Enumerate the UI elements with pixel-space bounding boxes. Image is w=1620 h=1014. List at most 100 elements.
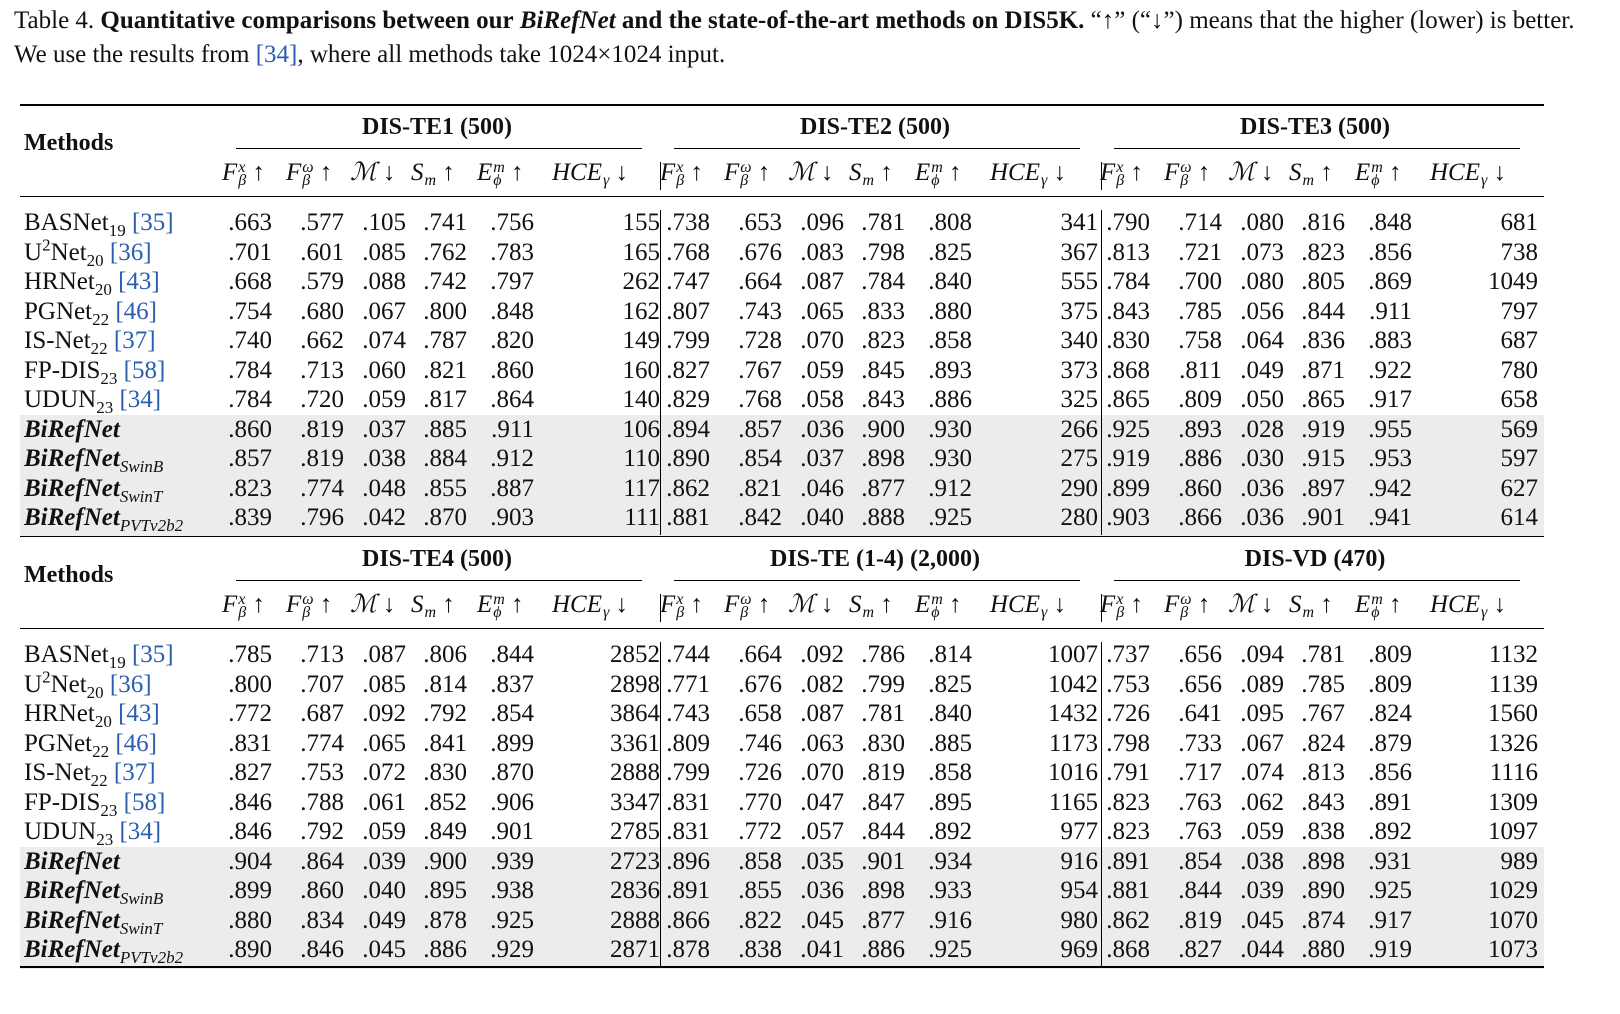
table-cell: .819 [300, 445, 344, 472]
table-cell: .855 [423, 474, 467, 502]
table-cell: 1029 [1488, 877, 1538, 904]
table-cell: .929 [490, 936, 534, 963]
citation-link[interactable]: [34] [119, 386, 162, 413]
table-cell: .844 [490, 641, 534, 668]
table-cell: 1139 [1488, 670, 1538, 698]
table-cell: .821 [423, 356, 467, 384]
table-cell: .917 [1368, 386, 1412, 413]
table-cell: .829 [666, 386, 710, 413]
table-cell: .762 [423, 238, 467, 266]
table-cell: .065 [800, 297, 844, 325]
table-cell: .816 [1301, 209, 1345, 236]
citation-link[interactable]: [34] [119, 818, 162, 845]
table-cell: .784 [1106, 268, 1150, 295]
table-cell: .720 [300, 386, 344, 413]
table-cell: .848 [1368, 209, 1412, 236]
table-cell: 2785 [610, 818, 660, 845]
metric-header-mae: ℳ ↓ [1228, 159, 1274, 186]
table-cell: .830 [1106, 327, 1150, 354]
metric-header-mae: ℳ ↓ [350, 159, 396, 186]
citation-link[interactable]: [43] [118, 268, 160, 295]
table-cell: 110 [623, 445, 660, 472]
table-cell: 954 [1060, 877, 1099, 904]
table-cell: .781 [861, 700, 905, 727]
table-cell: .825 [928, 238, 972, 266]
table-cell: .856 [1368, 238, 1412, 266]
table-cell: .577 [300, 209, 344, 236]
table-cell: .879 [1368, 729, 1412, 757]
citation-link[interactable]: [36] [109, 670, 152, 698]
table-cell: .813 [1301, 759, 1345, 786]
table-cell: 569 [1500, 415, 1539, 443]
citation-link[interactable]: [58] [123, 356, 166, 384]
table-cell: .843 [1301, 788, 1345, 816]
table-cell: .096 [800, 209, 844, 236]
citation-link[interactable]: [43] [118, 700, 160, 727]
table-cell: .049 [362, 906, 406, 934]
table-cell: 1560 [1488, 700, 1538, 727]
table-cell: .045 [800, 906, 844, 934]
method-name: BiRefNetSwinT [24, 906, 163, 938]
table-cell: .656 [1178, 670, 1222, 698]
table-cell: .917 [1368, 906, 1412, 934]
table-cell: 1309 [1488, 788, 1538, 816]
table-cell: .894 [666, 415, 710, 443]
table-cell: .045 [1240, 906, 1284, 934]
citation-link[interactable]: [46] [115, 729, 157, 757]
method-name: PGNet22 [46] [24, 729, 157, 761]
citation-link[interactable]: [35] [131, 641, 174, 668]
table-cell: .831 [666, 788, 710, 816]
metric-header-mae: ℳ ↓ [1228, 591, 1274, 618]
table-cell: .846 [228, 818, 272, 845]
citation-link[interactable]: [36] [109, 238, 152, 266]
table-cell: .925 [1106, 415, 1150, 443]
citation-link[interactable]: [46] [115, 297, 157, 325]
table-cell: .701 [228, 238, 272, 266]
table-cell: .049 [1240, 356, 1284, 384]
table-cell: .807 [666, 297, 710, 325]
table-cell: .035 [800, 847, 844, 875]
table-cell: .953 [1368, 445, 1412, 472]
table-cell: .074 [1240, 759, 1284, 786]
table-cell: .933 [928, 877, 972, 904]
table-cell: .901 [490, 818, 534, 845]
table-cell: .824 [1368, 700, 1412, 727]
table-cell: .912 [490, 445, 534, 472]
table-cell: .912 [928, 474, 972, 502]
table-cell: .797 [490, 268, 534, 295]
metric-header-mae: ℳ ↓ [788, 591, 834, 618]
table-cell: .668 [228, 268, 272, 295]
column-separator [1101, 642, 1102, 967]
table-cell: .814 [928, 641, 972, 668]
table-cell: .842 [738, 504, 782, 531]
table-cell: .784 [861, 268, 905, 295]
caption-ref-link[interactable]: [34] [255, 41, 298, 68]
table-cell: .900 [423, 847, 467, 875]
table-cell: .741 [423, 209, 467, 236]
citation-link[interactable]: [37] [113, 759, 156, 786]
table-cell: 797 [1500, 297, 1539, 325]
table-cell: .747 [666, 268, 710, 295]
table-cell: .726 [1106, 700, 1150, 727]
table-cell: .844 [1301, 297, 1345, 325]
caption-rest: “↑” (“↓”) means that the higher (lower) … [14, 7, 1575, 68]
citation-link[interactable]: [35] [131, 209, 174, 236]
metric-header-hce: HCE γ ↓ [552, 591, 629, 622]
table-cell: .824 [1301, 729, 1345, 757]
citation-link[interactable]: [37] [113, 327, 156, 354]
table-cell: .080 [1240, 209, 1284, 236]
table-cell: .040 [362, 877, 406, 904]
group-underline [1114, 148, 1520, 149]
table-cell: .892 [1368, 818, 1412, 845]
table-cell: .837 [490, 670, 534, 698]
table-cell: .790 [1106, 209, 1150, 236]
method-name: BASNet19 [35] [24, 209, 174, 240]
table-cell: .662 [300, 327, 344, 354]
table-cell: .676 [738, 670, 782, 698]
method-name: PGNet22 [46] [24, 297, 157, 329]
citation-link[interactable]: [58] [123, 788, 166, 816]
table-cell: .860 [490, 356, 534, 384]
table-cell: .753 [1106, 670, 1150, 698]
